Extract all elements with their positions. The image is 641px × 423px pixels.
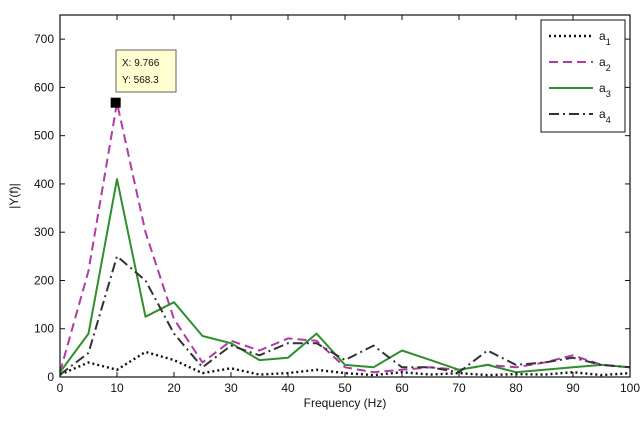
y-tick-label: 200 <box>34 273 54 287</box>
datatip-x-label: X: 9.766 <box>122 58 160 69</box>
x-tick-label: 40 <box>281 381 295 395</box>
datatip-y-label: Y: 568.3 <box>122 75 159 86</box>
x-tick-label: 50 <box>338 381 352 395</box>
y-tick-label: 700 <box>34 32 54 46</box>
series-line-a3 <box>59 178 631 374</box>
series-line-a4 <box>59 255 631 376</box>
y-tick-label: 500 <box>34 129 54 143</box>
x-tick-label: 70 <box>452 381 466 395</box>
axis-ticks: 0 10 20 30 40 50 60 70 80 90 100 0 100 200 300 400 500 60… <box>34 15 640 395</box>
legend-label-a3: a3 <box>599 81 611 99</box>
x-axis-label: Frequency (Hz) <box>304 396 387 410</box>
datatip: X: 9.766 Y: 568.3 <box>110 49 177 108</box>
y-tick-label: 300 <box>34 225 54 239</box>
legend: a1 a2 a3 a4 <box>540 19 626 133</box>
legend-box <box>540 19 626 133</box>
x-tick-label: 100 <box>620 381 640 395</box>
y-tick-label: 400 <box>34 177 54 191</box>
legend-label-a1: a1 <box>599 29 611 47</box>
x-tick-label: 60 <box>395 381 409 395</box>
datatip-marker[interactable] <box>110 97 121 108</box>
series-layer <box>59 101 631 377</box>
x-tick-label: 20 <box>167 381 181 395</box>
series-line-a2 <box>59 101 631 374</box>
legend-label-a2: a2 <box>599 55 611 73</box>
datatip-box <box>115 49 177 93</box>
x-tick-label: 90 <box>566 381 580 395</box>
x-tick-label: 80 <box>509 381 523 395</box>
y-tick-label: 100 <box>34 322 54 336</box>
x-tick-label: 30 <box>224 381 238 395</box>
x-tick-label: 0 <box>57 381 64 395</box>
y-tick-label: 600 <box>34 80 54 94</box>
y-axis-label: |Y(f)| <box>7 183 21 209</box>
legend-label-a4: a4 <box>599 107 611 125</box>
x-tick-label: 10 <box>110 381 124 395</box>
y-tick-label: 0 <box>47 370 54 384</box>
